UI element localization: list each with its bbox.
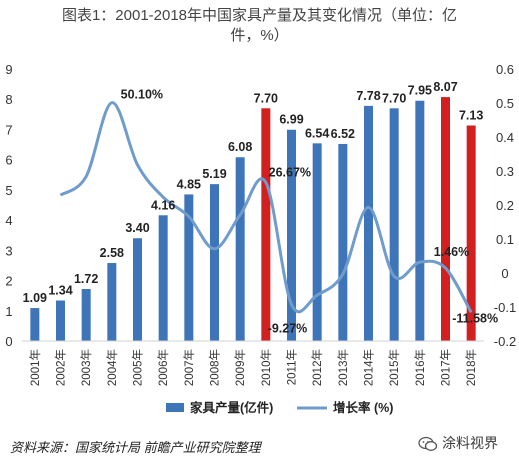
- y2-tick-label: -0.2: [494, 334, 516, 349]
- x-tick-label: 2003年: [79, 349, 93, 386]
- y2-tick-label: 0.6: [496, 62, 514, 77]
- bar: [133, 238, 142, 341]
- bar: [158, 215, 168, 341]
- bar: [338, 143, 348, 341]
- bar: [466, 125, 476, 341]
- bar-value-label: 2.58: [100, 246, 124, 260]
- y-tick-label: 4: [5, 213, 12, 228]
- bar-value-label: 1.09: [23, 291, 47, 305]
- y2-tick-label: -0.1: [494, 300, 516, 315]
- y-tick-label: 8: [5, 92, 12, 107]
- x-tick-label: 2007年: [182, 349, 196, 386]
- bar-value-label: 5.19: [202, 167, 226, 181]
- y2-tick-label: 0.4: [496, 130, 514, 145]
- bar: [235, 157, 245, 341]
- chart-title-line-2: 件，%）: [230, 27, 289, 44]
- bar: [56, 300, 65, 341]
- x-tick-label: 2017年: [439, 349, 453, 386]
- x-tick-label: 2006年: [156, 349, 170, 386]
- bar-value-label: 6.99: [279, 113, 303, 127]
- x-tick-label: 2014年: [362, 349, 376, 386]
- bar: [415, 100, 425, 341]
- line-value-labels: 50.10% 26.67% -9.27% 1.46% -11.58%: [121, 88, 498, 336]
- x-tick-label: 2005年: [131, 349, 145, 386]
- chart-title-line-1: 图表1：2001-2018年中国家具产量及其变化情况（单位：亿: [61, 7, 458, 24]
- x-tick-label: 2009年: [233, 349, 247, 386]
- bar-value-label: 1.72: [74, 272, 98, 286]
- x-tick-label: 2002年: [54, 349, 68, 386]
- line-value-label: 1.46%: [434, 245, 469, 259]
- x-axis: 2001年 2002年 2003年 2004年 2005年 2006年 2007年 2008年…: [22, 340, 484, 386]
- y-tick-label: 1: [5, 304, 12, 319]
- y-tick-label: 2: [5, 274, 12, 289]
- bar-value-label: 6.08: [228, 140, 252, 154]
- watermark-label: 涂料视界: [442, 435, 498, 451]
- x-tick-label: 2004年: [105, 349, 119, 386]
- legend-bar-swatch: [166, 403, 184, 412]
- bar: [81, 289, 91, 341]
- bar: [287, 129, 296, 341]
- source-note: 资料来源：国家统计局 前瞻产业研究院整理: [10, 440, 261, 455]
- x-tick-label: 2011年: [285, 349, 299, 385]
- legend-bar-label: 家具产量(亿件): [190, 400, 273, 415]
- y-tick-label: 5: [5, 183, 12, 198]
- bar-value-label: 4.85: [177, 177, 201, 191]
- bar-value-label: 1.34: [48, 284, 72, 298]
- legend-line-label: 增长率 (%): [333, 400, 393, 415]
- y-tick-label: 0: [5, 334, 12, 349]
- y2-tick-label: 0: [501, 266, 508, 281]
- x-tick-label: 2018年: [464, 349, 478, 386]
- bar-value-label: 7.95: [408, 84, 432, 98]
- x-tick-label: 2001年: [28, 349, 42, 386]
- y-tick-label: 3: [5, 243, 12, 258]
- x-tick-label: 2012年: [310, 349, 324, 386]
- line-series: [59, 101, 473, 314]
- x-tick-label: 2015年: [387, 349, 401, 386]
- bar: [210, 184, 219, 341]
- y2-tick-label: 0.3: [496, 164, 514, 179]
- legend: 家具产量(亿件) 增长率 (%): [166, 400, 393, 415]
- chart-title: 图表1：2001-2018年中国家具产量及其变化情况（单位：亿 件，%）: [0, 6, 519, 46]
- bar-value-label: 4.16: [151, 198, 175, 212]
- bar-value-label: 7.13: [459, 109, 483, 123]
- watermark: 涂料视界: [418, 433, 498, 453]
- bar-series: [30, 97, 476, 342]
- right-axis: -0.2 -0.1 0 0.1 0.2 0.3 0.4 0.5 0.6: [494, 62, 516, 349]
- line-value-label: 26.67%: [269, 165, 311, 179]
- left-axis: 0 1 2 3 4 5 6 7 8 9: [5, 62, 12, 349]
- bar: [389, 108, 399, 342]
- bar-value-label: 8.07: [433, 80, 457, 94]
- x-tick-label: 2010年: [259, 349, 273, 386]
- bar-value-label: 7.70: [254, 91, 278, 105]
- growth-rate-line: [59, 101, 473, 314]
- bar: [312, 143, 322, 341]
- y-tick-label: 9: [5, 62, 12, 77]
- bar-value-label: 3.40: [125, 221, 149, 235]
- line-value-label: -9.27%: [268, 322, 308, 336]
- wechat-icon: [418, 437, 438, 452]
- line-value-label: -11.58%: [452, 311, 498, 325]
- x-tick-label: 2016年: [413, 349, 427, 386]
- y2-tick-label: 0.5: [496, 96, 514, 111]
- bar-value-label: 7.78: [356, 89, 380, 103]
- bar-value-labels: 1.091.341.722.583.404.164.855.196.08 7.70…: [23, 80, 484, 305]
- bar: [364, 105, 373, 341]
- y2-tick-label: 0.1: [496, 232, 514, 247]
- bar: [30, 308, 40, 341]
- bar: [261, 108, 271, 342]
- bar-value-label: 6.52: [331, 127, 355, 141]
- bar-value-label: 7.70: [382, 91, 406, 105]
- y-tick-label: 6: [5, 153, 12, 168]
- x-tick-label: 2008年: [208, 349, 222, 386]
- y-tick-label: 7: [5, 122, 12, 137]
- x-tick-label: 2013年: [336, 349, 350, 386]
- bar: [184, 194, 194, 341]
- bar-value-label: 6.54: [305, 126, 329, 140]
- line-value-label: 50.10%: [121, 88, 163, 102]
- bar: [441, 97, 450, 342]
- y2-tick-label: 0.2: [496, 198, 514, 213]
- bar: [107, 263, 117, 341]
